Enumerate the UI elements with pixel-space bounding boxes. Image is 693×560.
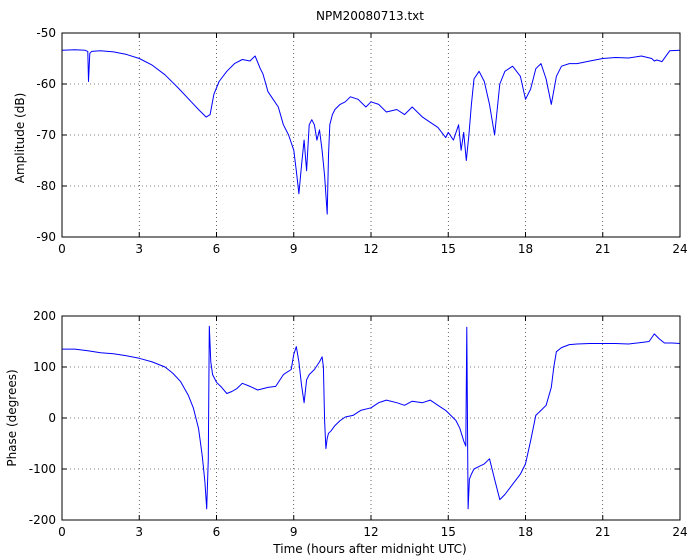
phase-y-tick-label: -100 <box>29 462 56 476</box>
amplitude-y-tick-label: -60 <box>36 77 56 91</box>
amplitude-y-tick-label: -80 <box>36 179 56 193</box>
amplitude-x-tick-label: 3 <box>135 242 143 256</box>
amplitude-x-tick-label: 12 <box>363 242 378 256</box>
amplitude-x-tick-label: 9 <box>290 242 298 256</box>
x-axis-label: Time (hours after midnight UTC) <box>272 542 466 556</box>
phase-x-tick-label: 21 <box>595 525 610 539</box>
phase-x-tick-label: 6 <box>213 525 221 539</box>
amplitude-plot: 0 3 6 9 12 15 18 21 24 -90 -80 -70 -60 -50 <box>36 26 687 256</box>
amplitude-x-tick-label: 0 <box>58 242 66 256</box>
amplitude-x-tick-label: 6 <box>213 242 221 256</box>
amplitude-series-line <box>61 49 681 215</box>
phase-x-tick-label: 24 <box>672 525 687 539</box>
amplitude-y-tick-label: -70 <box>36 128 56 142</box>
amplitude-y-tick-label: -90 <box>36 230 56 244</box>
phase-plot: 0 3 6 9 12 15 18 21 24 -200 -100 0 100 200 <box>29 309 688 539</box>
amplitude-x-tick-label: 24 <box>672 242 687 256</box>
phase-series-line <box>62 325 681 510</box>
amplitude-y-axis-label: Amplitude (dB) <box>13 93 27 184</box>
phase-x-tick-label: 3 <box>135 525 143 539</box>
amplitude-x-tick-label: 15 <box>441 242 456 256</box>
amplitude-y-tick-label: -50 <box>36 26 56 40</box>
phase-x-tick-label: 18 <box>518 525 533 539</box>
amplitude-x-tick-label: 18 <box>518 242 533 256</box>
figure-title: NPM20080713.txt <box>316 9 424 23</box>
phase-y-tick-label: 0 <box>48 411 56 425</box>
amplitude-x-tick-label: 21 <box>595 242 610 256</box>
phase-x-tick-label: 15 <box>441 525 456 539</box>
phase-y-axis-label: Phase (degrees) <box>5 369 19 466</box>
phase-x-tick-label: 0 <box>58 525 66 539</box>
phase-x-tick-label: 9 <box>290 525 298 539</box>
phase-y-tick-label: -200 <box>29 513 56 527</box>
phase-x-tick-label: 12 <box>363 525 378 539</box>
phase-y-tick-label: 100 <box>33 360 56 374</box>
phase-y-tick-label: 200 <box>33 309 56 323</box>
